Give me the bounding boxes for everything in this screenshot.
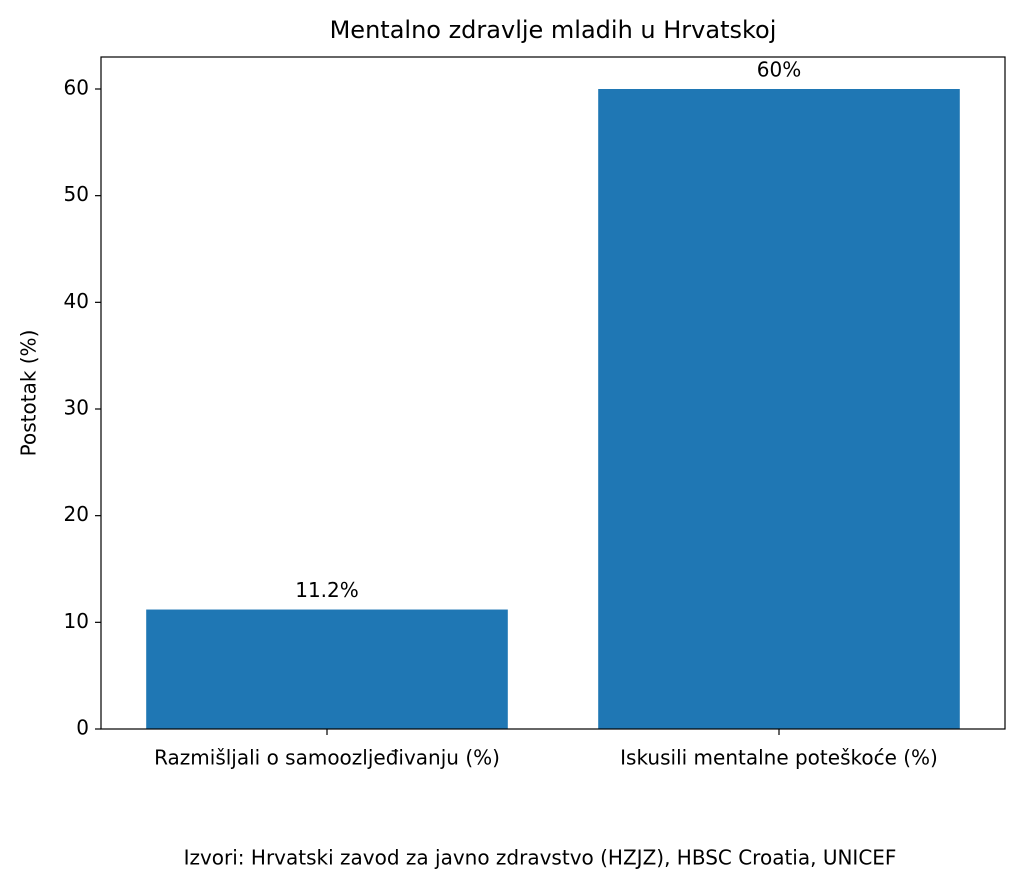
y-tick-label: 20 — [64, 502, 89, 526]
bar — [146, 609, 508, 729]
y-tick-label: 30 — [64, 396, 89, 420]
plot-frame — [100, 56, 1006, 730]
y-tick-label: 50 — [64, 182, 89, 206]
y-tick-label: 0 — [76, 716, 89, 740]
value-label: 11.2% — [295, 578, 359, 602]
bar — [598, 89, 960, 729]
y-tick-label: 60 — [64, 76, 89, 100]
x-tick-label: Razmišljali o samoozljeđivanju (%) — [154, 746, 500, 770]
chart-title: Mentalno zdravlje mladih u Hrvatskoj — [330, 16, 777, 44]
y-tick-label: 10 — [64, 609, 89, 633]
value-label: 60% — [757, 58, 801, 82]
y-tick-label: 40 — [64, 289, 89, 313]
source-note: Izvori: Hrvatski zavod za javno zdravstv… — [184, 846, 897, 870]
y-axis-label: Postotak (%) — [17, 330, 41, 457]
x-tick-label: Iskusili mentalne poteškoće (%) — [620, 746, 938, 770]
